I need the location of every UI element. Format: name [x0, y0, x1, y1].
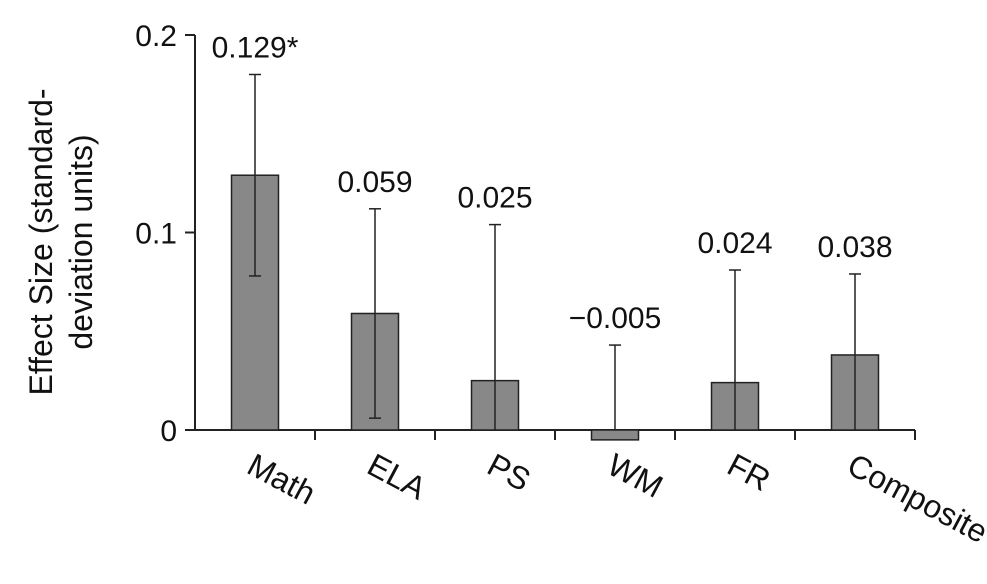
- y-axis-label-line-2: deviation units): [63, 134, 99, 349]
- x-tick-label: Composite: [842, 446, 987, 550]
- y-axis-label: Effect Size (standard- deviation units): [23, 88, 99, 395]
- y-ticks: 0 0.1 0.2: [135, 20, 195, 448]
- x-tick-label: FR: [722, 446, 777, 498]
- axes: [194, 35, 915, 431]
- data-label: 0.025: [457, 182, 532, 215]
- y-tick-label: 0.2: [135, 20, 177, 53]
- data-label: 0.059: [337, 166, 412, 199]
- x-tick-label: ELA: [362, 446, 433, 506]
- error-bars: [249, 73, 861, 430]
- y-tick-label: 0.1: [135, 218, 177, 251]
- data-label: 0.038: [817, 231, 892, 264]
- x-ticks: Math ELA PS WM FR Composite: [242, 430, 987, 550]
- x-tick-label: WM: [602, 446, 669, 504]
- x-tick-label: Math: [242, 446, 322, 511]
- data-label: 0.024: [697, 227, 772, 260]
- bars: [230, 174, 880, 441]
- y-axis-label-line-1: Effect Size (standard-: [23, 88, 59, 395]
- data-label: −0.005: [569, 302, 662, 335]
- y-tick-label: 0: [160, 415, 177, 448]
- data-label: 0.129*: [212, 32, 299, 65]
- data-labels: 0.129* 0.059 0.025 −0.005 0.024 0.038: [212, 32, 893, 336]
- bar: [590, 429, 640, 441]
- x-tick-label: PS: [482, 446, 537, 498]
